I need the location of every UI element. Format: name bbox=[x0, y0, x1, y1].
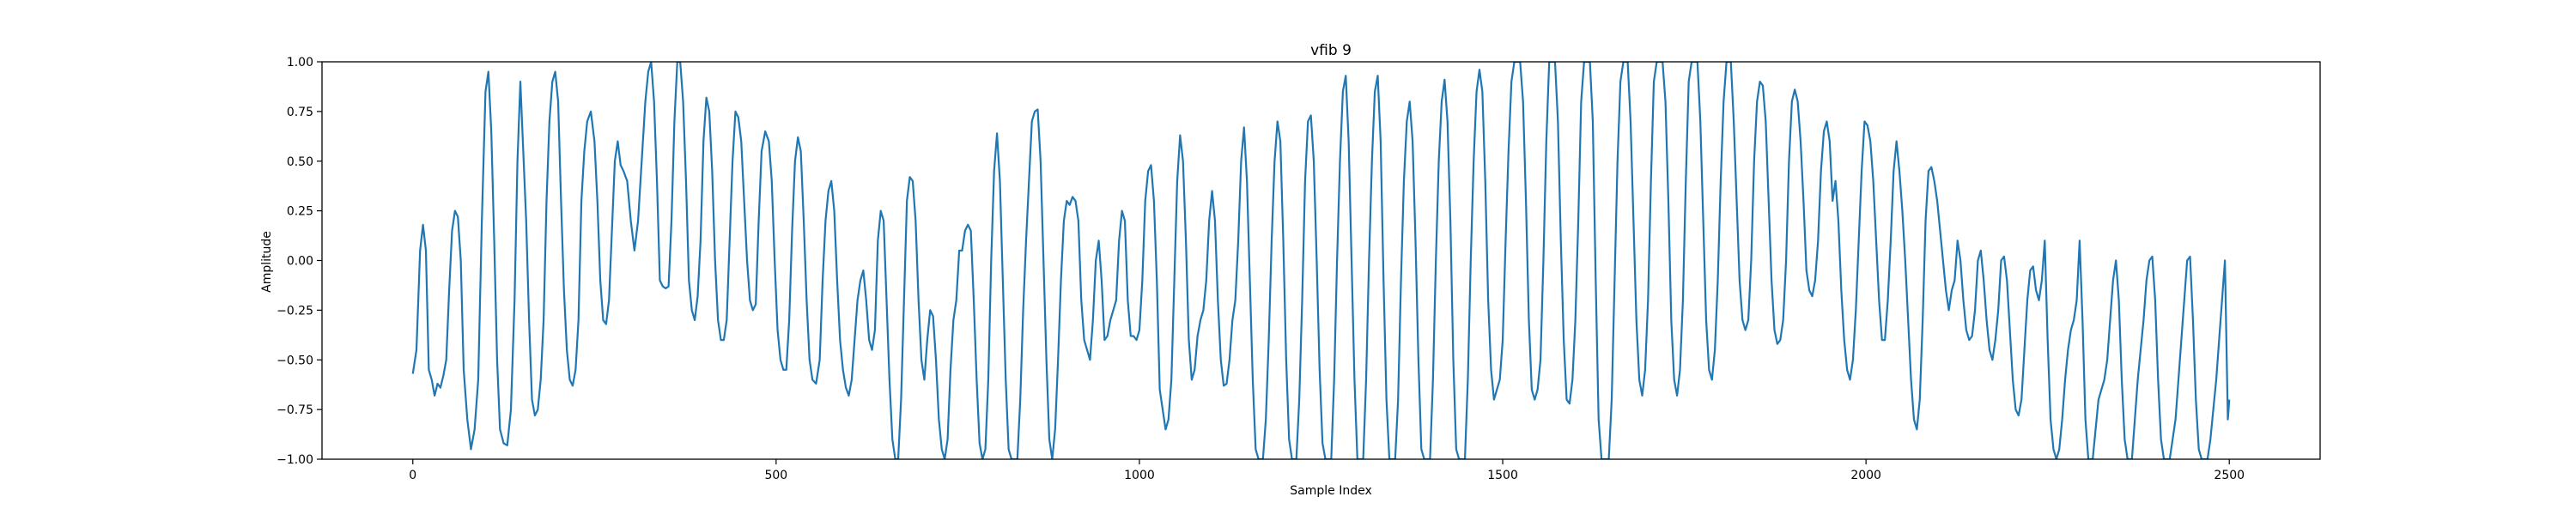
x-tick-label: 1000 bbox=[1124, 469, 1155, 482]
x-tick-label: 500 bbox=[764, 469, 787, 482]
y-axis-label: Amplitude bbox=[260, 231, 274, 293]
y-tick-label: −0.50 bbox=[276, 354, 313, 367]
y-axis: −1.00 −0.75 −0.50 −0.25 0.00 0.25 0.50 0.75 1.00 bbox=[276, 56, 322, 467]
y-tick-label: 0.00 bbox=[287, 255, 313, 269]
x-axis-label: Sample Index bbox=[1290, 484, 1371, 498]
y-tick-label: 0.75 bbox=[287, 106, 313, 119]
y-tick-label: 1.00 bbox=[287, 56, 313, 70]
chart-title: vfib 9 bbox=[1310, 42, 1352, 59]
x-tick-label: 1500 bbox=[1487, 469, 1518, 482]
series-line-0 bbox=[411, 62, 2231, 459]
x-tick-label: 2000 bbox=[1850, 469, 1881, 482]
x-axis: 0 500 1000 1500 2000 2500 bbox=[409, 459, 2245, 482]
y-tick-label: −0.25 bbox=[276, 304, 313, 318]
x-tick-label: 2500 bbox=[2214, 469, 2245, 482]
x-tick-label: 0 bbox=[409, 469, 416, 482]
y-tick-label: 0.25 bbox=[287, 205, 313, 219]
y-tick-label: −0.75 bbox=[276, 403, 313, 417]
y-tick-label: 0.50 bbox=[287, 155, 313, 169]
y-tick-label: −1.00 bbox=[276, 453, 313, 467]
plot-area bbox=[321, 61, 2321, 460]
